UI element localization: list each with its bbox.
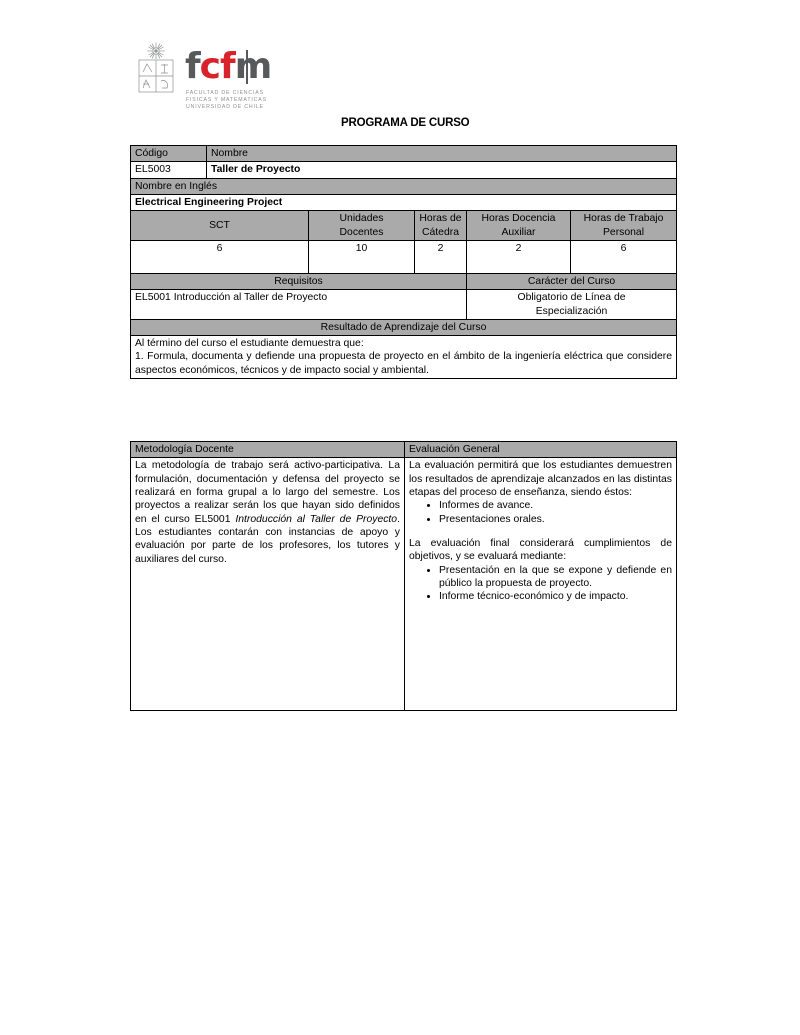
table-row-codigo-nombre-header: Código Nombre [130,144,678,163]
table-row-method-body: La metodología de trabajo será activo-pa… [130,457,677,712]
table-row-resultado-body: Al término del curso el estudiante demue… [129,335,678,380]
cell-header-unidades-docentes: Unidades Docentes [308,210,415,241]
logo-subtitle-line-2: FISICAS Y MATEMATICAS [186,97,267,103]
header-catedra-line-1: Horas de [419,213,462,225]
metodologia-text-part-1: La metodología de trabajo será activo-pa… [135,460,400,525]
resultado-intro-text: Al término del curso el estudiante demue… [135,338,364,350]
cell-value-catedra: 2 [414,239,467,274]
evaluacion-bullet-list-2: Presentación en la que se expone y defie… [409,564,672,604]
cell-value-nombre: Taller de Proyecto [205,161,678,179]
cell-label-metodologia-docente: Metodología Docente [130,440,405,459]
cell-label-caracter-curso: Carácter del Curso [465,272,678,291]
cell-header-horas-catedra: Horas de Cátedra [414,210,467,241]
metodologia-text-part-2: . Los estudiantes contarán con instancia… [135,513,400,565]
list-item: Presentación en la que se expone y defie… [439,564,672,591]
table-row-resultado-header: Resultado de Aprendizaje del Curso [129,318,678,337]
cell-label-codigo: Código [130,144,207,163]
caracter-line-1: Obligatorio de Línea de [517,292,626,304]
cell-value-personal: 6 [569,239,678,274]
list-item: Informes de avance. [439,499,672,512]
header-unidades-line-2: Docentes [339,226,384,238]
cell-value-auxiliar: 2 [466,239,571,274]
cell-value-requisitos: EL5001 Introducción al Taller de Proyect… [130,289,467,320]
header-catedra-line-2: Cátedra [422,226,459,238]
wordmark-letter-f: f [185,46,201,87]
evaluacion-bullet-list-1: Informes de avance. Presentaciones orale… [409,499,672,526]
cell-value-sct: 6 [130,239,309,274]
fcfm-logo: fcfm FACULTAD DE CIENCIAS FISICAS Y MATE… [133,42,393,117]
cell-label-requisitos: Requisitos [130,272,467,291]
table-row-method-headers: Metodología Docente Evaluación General [130,440,677,459]
cell-value-caracter-curso: Obligatorio de Línea de Especialización [465,289,678,320]
fcfm-wordmark: fcfm [185,46,273,87]
header-auxiliar-line-2: Auxiliar [501,226,536,238]
caracter-line-2: Especialización [535,305,608,317]
header-personal-line-1: Horas de Trabajo [583,213,664,225]
table-row-hours-values: 6 10 2 2 6 [130,239,678,274]
cell-label-resultado-aprendizaje: Resultado de Aprendizaje del Curso [129,318,678,337]
evaluacion-paragraph-1: La evaluación permitirá que los estudian… [409,460,672,498]
cell-header-horas-trabajo-personal: Horas de Trabajo Personal [569,210,678,241]
page-title: PROGRAMA DE CURSO [341,117,470,129]
metodologia-paragraph: La metodología de trabajo será activo-pa… [135,459,400,566]
table-row-nombre-ingles-header: Nombre en Inglés [129,177,678,195]
evaluacion-paragraph-2: La evaluación final considerará cumplimi… [409,537,672,563]
cell-header-horas-docencia-auxiliar: Horas Docencia Auxiliar [466,210,571,241]
cell-value-codigo: EL5003 [130,161,207,179]
cell-value-nombre-ingles: Electrical Engineering Project [129,193,678,212]
list-item: Presentaciones orales. [439,513,672,526]
table-row-nombre-ingles-value: Electrical Engineering Project [129,193,678,212]
wordmark-divider-bar [246,50,248,84]
cell-header-sct: SCT [130,210,309,241]
logo-subtitle-line-1: FACULTAD DE CIENCIAS [186,90,264,96]
header-auxiliar-line-1: Horas Docencia [481,213,556,225]
cell-label-nombre-ingles: Nombre en Inglés [129,177,678,195]
wordmark-letter-m: m [234,46,273,87]
cell-evaluacion-content: La evaluación permitirá que los estudian… [404,457,677,712]
resultado-item-1: 1. Formula, documenta y defiende una pro… [135,351,673,376]
metodologia-course-title-italic: Introducción al Taller de Proyecto [235,513,398,525]
table-row-requisitos-value: EL5001 Introducción al Taller de Proyect… [130,289,678,320]
cell-metodologia-content: La metodología de trabajo será activo-pa… [130,457,405,712]
wordmark-letter-f2: f [220,46,236,87]
cell-value-unidades: 10 [308,239,415,274]
table-row-requisitos-header: Requisitos Carácter del Curso [130,272,678,291]
header-personal-line-2: Personal [603,226,645,238]
table-row-codigo-nombre-value: EL5003 Taller de Proyecto [130,161,678,179]
cell-label-nombre: Nombre [205,144,678,163]
cell-value-resultado-aprendizaje: Al término del curso el estudiante demue… [129,335,678,380]
logo-subtitle: FACULTAD DE CIENCIAS FISICAS Y MATEMATIC… [186,90,267,111]
table-row-hours-headers: SCT Unidades Docentes Horas de Cátedra H… [130,210,678,241]
course-info-table: Código Nombre EL5003 Taller de Proyecto … [129,144,678,380]
wordmark-letter-c: c [199,46,221,87]
universidad-de-chile-crest-icon [138,42,174,93]
header-unidades-line-1: Unidades [339,213,384,225]
logo-subtitle-line-3: UNIVERSIDAD DE CHILE [186,104,264,110]
cell-label-evaluacion-general: Evaluación General [404,440,677,459]
methodology-evaluation-table: Metodología Docente Evaluación General L… [130,440,677,712]
list-item: Informe técnico-económico y de impacto. [439,590,672,603]
